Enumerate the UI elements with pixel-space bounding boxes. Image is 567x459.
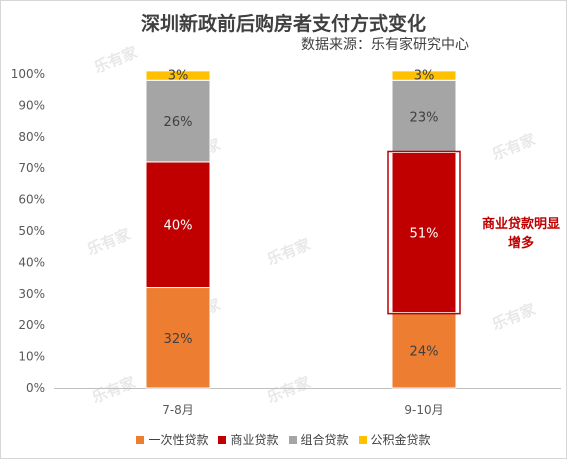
legend-item: 一次性贷款	[136, 431, 208, 448]
bar-segment	[391, 152, 457, 314]
legend-swatch	[136, 435, 145, 444]
data-label: 23%	[410, 110, 439, 125]
y-tick-label: 50%	[18, 224, 45, 238]
legend-item: 组合贷款	[288, 431, 349, 448]
y-tick-label: 20%	[18, 318, 45, 332]
legend-label: 组合贷款	[300, 433, 349, 447]
data-label: 3%	[414, 69, 435, 84]
y-tick-label: 60%	[18, 193, 45, 207]
bar-segment	[145, 161, 211, 289]
legend-swatch	[218, 435, 227, 444]
legend-label: 商业贷款	[230, 433, 279, 447]
bar-segment	[145, 70, 211, 81]
bar-segment	[145, 79, 211, 163]
legend-label: 公积金贷款	[370, 433, 431, 447]
y-tick-label: 0%	[26, 381, 45, 395]
chart-legend: 一次性贷款 商业贷款 组合贷款 公积金贷款	[1, 431, 566, 448]
data-label: 51%	[410, 227, 439, 242]
data-label: 40%	[164, 219, 193, 234]
data-label: 26%	[164, 115, 193, 130]
highlight-box	[387, 150, 461, 315]
legend-item: 商业贷款	[218, 431, 279, 448]
bar-segment	[391, 79, 457, 153]
y-tick-label: 80%	[18, 130, 45, 144]
legend-item: 公积金贷款	[358, 431, 431, 448]
y-tick-label: 70%	[18, 161, 45, 175]
chart-subtitle: 数据来源：乐有家研究中心	[301, 37, 469, 53]
x-category-label: 7-8月	[162, 403, 194, 417]
data-label: 3%	[168, 69, 189, 84]
legend-label: 一次性贷款	[148, 433, 209, 447]
bar-segment	[391, 70, 457, 81]
bar-segment	[391, 312, 457, 389]
chart-plot: 0% 10% 20% 30% 40% 50% 60% 70% 80% 90% 100% 32% 40% 2…	[11, 67, 561, 417]
legend-swatch	[288, 435, 297, 444]
y-tick-label: 100%	[11, 67, 45, 81]
data-label: 32%	[164, 332, 193, 347]
y-tick-label: 30%	[18, 287, 45, 301]
y-tick-label: 10%	[18, 350, 45, 364]
chart-title: 深圳新政前后购房者支付方式变化	[140, 13, 426, 35]
bar-segment	[145, 287, 211, 389]
data-label: 24%	[410, 344, 439, 359]
y-tick-label: 40%	[18, 255, 45, 269]
x-category-label: 9-10月	[404, 403, 443, 417]
highlight-annotation: 商业贷款明显增多	[481, 217, 560, 251]
legend-swatch	[358, 435, 367, 444]
y-tick-label: 90%	[18, 98, 45, 112]
